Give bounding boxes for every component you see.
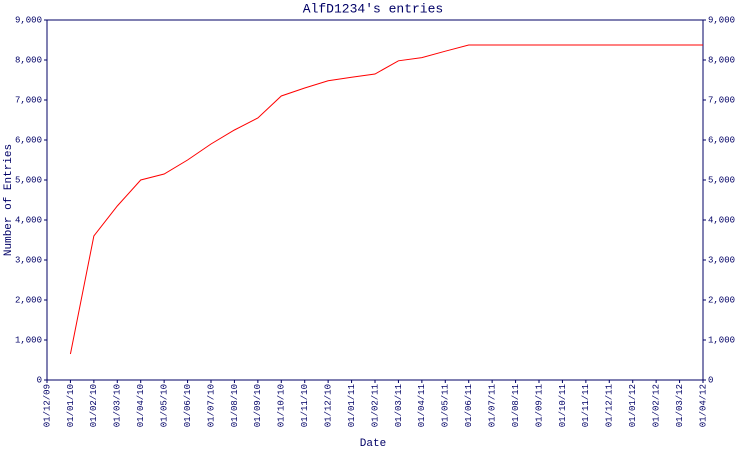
chart-title: AlfD1234's entries [303, 1, 443, 16]
x-tick-label: 01/08/10 [230, 384, 240, 427]
x-tick-label: 01/01/11 [347, 384, 357, 427]
y2-tick-label: 8,000 [708, 55, 735, 65]
y-tick-label: 2,000 [15, 295, 42, 305]
y-axis-title: Number of Entries [3, 144, 15, 256]
x-tick-label: 01/12/10 [324, 384, 334, 427]
y-tick-label: 9,000 [15, 15, 42, 25]
y-tick-label: 4,000 [15, 215, 42, 225]
x-tick-label: 01/02/12 [652, 384, 662, 427]
data-line [69, 44, 703, 355]
x-tick-label: 01/01/10 [66, 384, 76, 427]
x-tick-label: 01/06/11 [464, 384, 474, 427]
y2-tick-label: 9,000 [708, 15, 735, 25]
x-tick-label: 01/04/11 [417, 384, 427, 427]
x-tick-label: 01/05/11 [441, 384, 451, 427]
x-tick-label: 01/07/11 [488, 384, 498, 427]
y2-tick-label: 1,000 [708, 335, 735, 345]
y2-tick-label: 3,000 [708, 255, 735, 265]
y2-tick-label: 2,000 [708, 295, 735, 305]
x-tick-label: 01/05/10 [160, 384, 170, 427]
x-tick-label: 01/03/11 [394, 384, 404, 427]
y-tick-label: 7,000 [15, 95, 42, 105]
x-tick-label: 01/06/10 [183, 384, 193, 427]
y2-tick-label: 4,000 [708, 215, 735, 225]
y2-tick-label: 5,000 [708, 175, 735, 185]
x-tick-label: 01/11/10 [300, 384, 310, 427]
y-tick-label: 0 [37, 375, 42, 385]
y2-tick-label: 7,000 [708, 95, 735, 105]
x-tick-label: 01/03/10 [113, 384, 123, 427]
y-tick-label: 1,000 [15, 335, 42, 345]
x-tick-label: 01/01/12 [628, 384, 638, 427]
x-tick-label: 01/04/10 [136, 384, 146, 427]
x-tick-label: 01/04/12 [698, 384, 708, 427]
x-tick-label: 01/12/09 [42, 384, 52, 427]
y-tick-label: 6,000 [15, 135, 42, 145]
y2-tick-label: 6,000 [708, 135, 735, 145]
x-tick-label: 01/09/10 [253, 384, 263, 427]
y-tick-label: 3,000 [15, 255, 42, 265]
x-axis-title: Date [360, 438, 386, 450]
x-tick-label: 01/09/11 [534, 384, 544, 427]
y2-tick-label: 0 [708, 375, 713, 385]
x-tick-label: 01/10/10 [277, 384, 287, 427]
x-tick-label: 01/07/10 [206, 384, 216, 427]
x-tick-label: 01/02/11 [370, 384, 380, 427]
x-tick-label: 01/12/11 [605, 384, 615, 427]
y-tick-label: 5,000 [15, 175, 42, 185]
x-tick-label: 01/11/11 [581, 384, 591, 427]
x-tick-label: 01/08/11 [511, 384, 521, 427]
x-tick-label: 01/03/12 [675, 384, 685, 427]
x-tick-label: 01/10/11 [558, 384, 568, 427]
x-tick-label: 01/02/10 [89, 384, 99, 427]
y-tick-label: 8,000 [15, 55, 42, 65]
